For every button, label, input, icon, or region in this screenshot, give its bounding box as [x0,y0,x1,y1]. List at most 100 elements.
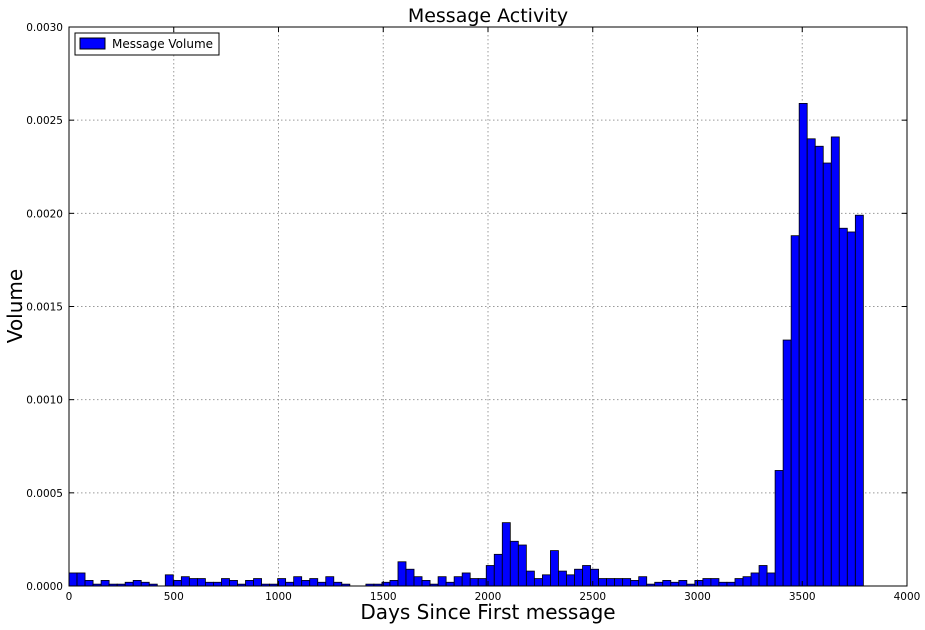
axis-ticks: 0 500 1000 1500 2000 2500 3000 3500 4000 0.0000 0.… [26,22,920,603]
histogram-bar [758,565,768,587]
histogram-bar [766,572,776,587]
histogram-bar [84,580,94,587]
histogram-bar [325,576,335,587]
x-tick-label: 1500 [370,591,397,603]
histogram-bar [582,565,591,587]
histogram-bar [774,470,784,587]
histogram-bar [164,574,174,587]
histogram-bar [76,572,86,587]
y-tick-label: 0.0010 [26,395,63,407]
histogram-bar [654,581,664,587]
histogram-bar [317,581,327,587]
histogram-bar [301,580,311,587]
histogram-bar [838,227,848,587]
x-tick-label: 2500 [579,591,606,603]
histogram-bar [213,581,222,587]
histogram-bar [100,580,110,587]
histogram-bar [670,581,680,587]
histogram-bar [445,581,455,587]
histogram-bar [477,578,487,587]
histogram-bar [293,576,303,587]
histogram-bar [718,581,728,587]
y-tick-label: 0.0030 [26,22,63,34]
histogram-bar [196,578,206,587]
histogram-bar [678,580,688,587]
histogram-bar [662,580,672,587]
histogram-bar [622,578,632,587]
histogram-bar [485,565,495,587]
histogram-bar [734,578,744,587]
histogram-bar [790,235,800,587]
histogram-bar [461,572,471,587]
histogram-bar [188,578,198,587]
histogram-bar [854,214,864,587]
histogram-bar [606,578,616,587]
legend-box [74,32,220,56]
x-tick-label: 3000 [684,591,711,603]
histogram-bar [574,568,583,587]
histogram-bar [221,578,230,587]
histogram-bar [750,572,760,587]
y-tick-label: 0.0015 [26,302,63,314]
y-tick-label: 0.0025 [26,115,63,127]
histogram-bar [566,574,575,587]
histogram-bar [590,568,599,587]
histogram-bar [132,580,142,587]
histogram-bar [814,145,824,587]
histogram-bar [710,578,720,587]
histogram-bar [822,162,832,587]
histogram-bar [68,572,78,587]
histogram-bar [405,568,415,587]
histogram-bar [542,574,551,587]
histogram-bar [558,570,567,587]
legend-label: Message Volume [112,37,213,51]
x-tick-label: 4000 [894,591,921,603]
histogram-bar [180,576,190,587]
y-tick-label: 0.0000 [26,581,63,593]
histogram-bar [517,544,527,587]
histogram-bar [501,522,511,587]
histogram-bar [638,576,648,587]
histogram-bar [140,581,150,587]
histogram-bar [550,550,559,587]
y-tick-label: 0.0020 [26,208,63,220]
histogram-bar [437,576,447,587]
histogram-bar [742,576,752,587]
legend-swatch [79,37,106,50]
x-axis-label: Days Since First message [360,600,615,624]
histogram-bar [124,581,134,587]
x-tick-label: 0 [66,591,73,603]
histogram-bar [598,578,607,587]
y-tick-label: 0.0005 [26,488,63,500]
histogram-bar [702,578,712,587]
histogram-bar [253,578,262,587]
histogram-bar [798,102,808,587]
histogram-bar [205,581,214,587]
y-axis-label: Volume [3,269,27,343]
x-tick-label: 2000 [475,591,502,603]
histogram-bar [469,578,479,587]
histogram-bar [172,580,182,587]
histogram-bar [533,578,543,587]
histogram-bar [245,580,254,587]
histogram-bar [846,231,856,587]
histogram-bar [782,339,792,587]
histogram-bar [525,570,535,587]
histogram-bar [413,576,423,587]
histogram-bar [397,561,407,587]
histogram-bar [285,581,295,587]
x-tick-label: 1000 [265,591,292,603]
histogram-bar [333,581,343,587]
histogram-bar [630,580,640,587]
x-tick-label: 3500 [789,591,816,603]
histogram-bar [830,136,840,587]
histogram-bar [229,580,238,587]
histogram-bar [309,578,319,587]
histogram-bar [614,578,624,587]
histogram-bar [509,540,519,587]
histogram-bar [726,581,736,587]
histogram-bar [453,576,463,587]
histogram-bar [694,580,704,587]
